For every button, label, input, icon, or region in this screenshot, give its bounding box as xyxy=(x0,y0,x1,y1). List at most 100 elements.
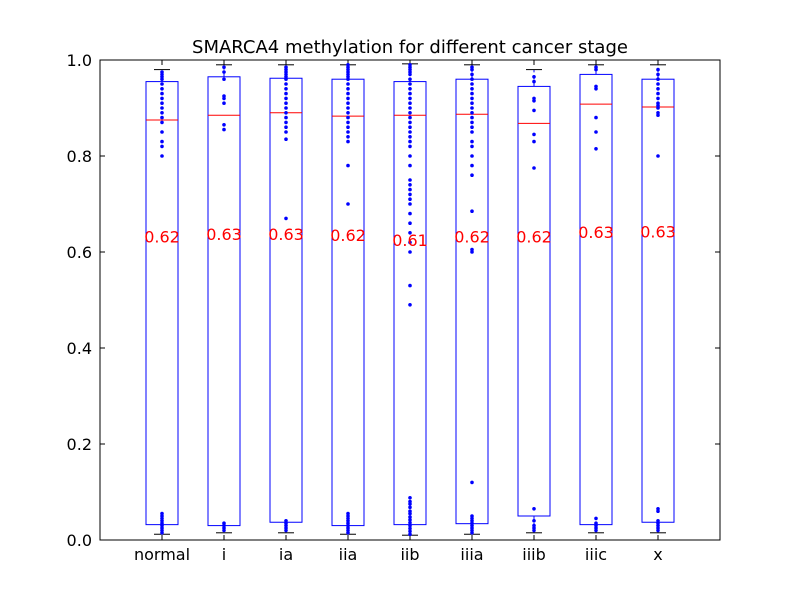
data-point xyxy=(470,154,474,158)
data-point xyxy=(284,137,288,141)
x-tick-label: normal xyxy=(134,545,190,564)
data-point xyxy=(470,173,474,177)
data-point xyxy=(470,130,474,134)
data-point xyxy=(470,125,474,129)
data-point xyxy=(222,77,226,81)
data-point xyxy=(160,70,164,74)
data-point xyxy=(284,115,288,120)
data-point xyxy=(470,480,474,485)
box-iiib xyxy=(517,85,551,517)
data-point xyxy=(656,67,660,72)
data-point xyxy=(408,82,412,86)
data-point xyxy=(656,91,660,96)
mean-annotation: 0.62 xyxy=(330,226,366,245)
data-point xyxy=(408,125,412,129)
data-point xyxy=(408,120,412,125)
data-point xyxy=(284,111,288,115)
data-point xyxy=(408,135,412,139)
data-point xyxy=(346,135,350,139)
data-point xyxy=(284,130,288,134)
data-point xyxy=(346,87,350,91)
data-point xyxy=(656,507,660,511)
data-point xyxy=(222,123,226,127)
data-point xyxy=(160,111,164,115)
data-point xyxy=(532,75,536,79)
data-point xyxy=(160,139,164,144)
mean-annotation: 0.63 xyxy=(578,223,614,242)
x-tick-label: ia xyxy=(279,545,293,564)
data-point xyxy=(408,115,412,120)
data-point xyxy=(222,101,226,105)
data-point xyxy=(160,96,164,101)
axes-frame xyxy=(99,59,721,541)
data-point xyxy=(284,82,288,86)
data-point xyxy=(160,130,164,134)
data-point xyxy=(594,130,598,134)
data-point xyxy=(470,144,474,149)
data-point xyxy=(346,511,350,516)
data-point xyxy=(408,303,412,307)
data-point xyxy=(408,495,412,500)
data-point xyxy=(346,139,350,144)
data-point xyxy=(284,96,288,101)
data-point xyxy=(470,209,474,213)
chart-title: SMARCA4 methylation for different cancer… xyxy=(192,37,628,58)
data-point xyxy=(408,250,412,254)
data-point xyxy=(470,82,474,86)
data-point xyxy=(408,144,412,149)
data-point xyxy=(470,96,474,101)
data-point xyxy=(594,147,598,151)
data-point xyxy=(346,91,350,96)
data-point xyxy=(408,518,412,522)
data-point xyxy=(408,178,412,182)
data-point xyxy=(408,87,412,91)
data-point xyxy=(346,125,350,129)
data-point xyxy=(470,101,474,105)
data-point xyxy=(408,211,412,216)
data-point xyxy=(160,120,164,125)
data-point xyxy=(408,520,412,525)
data-point xyxy=(470,120,474,125)
data-point xyxy=(594,516,598,521)
mean-annotation: 0.62 xyxy=(144,228,180,247)
data-point xyxy=(470,77,474,81)
data-point xyxy=(284,120,288,125)
data-point xyxy=(346,115,350,120)
plot-area: 0.0 0.2 0.4 0.6 0.8 1.0 normal 0.62 i 0.63 ia 0.63 i… xyxy=(67,51,720,564)
data-point xyxy=(284,216,288,221)
data-point xyxy=(408,130,412,134)
x-tick-label: iiib xyxy=(522,545,546,564)
y-tick-label: 0.6 xyxy=(67,243,92,262)
data-point xyxy=(222,70,226,74)
data-point xyxy=(408,221,412,225)
x-tick-label: i xyxy=(222,545,226,564)
data-point xyxy=(532,132,536,137)
mean-annotation: 0.63 xyxy=(268,225,304,244)
y-tick-label: 0.0 xyxy=(67,531,92,550)
data-point xyxy=(408,529,412,534)
data-point xyxy=(470,139,474,144)
data-point xyxy=(222,65,226,69)
data-point xyxy=(656,96,660,101)
data-point xyxy=(532,507,536,511)
data-point xyxy=(594,115,598,120)
data-point xyxy=(284,101,288,105)
x-tick-label: iiia xyxy=(460,545,483,564)
data-point xyxy=(408,77,412,81)
data-point xyxy=(532,139,536,144)
data-point xyxy=(656,154,660,158)
data-point xyxy=(408,240,412,245)
data-point xyxy=(408,202,412,206)
y-tick-label: 0.4 xyxy=(67,339,92,358)
data-point xyxy=(470,514,474,518)
data-point xyxy=(656,82,660,86)
data-point xyxy=(656,519,660,523)
data-point xyxy=(346,101,350,105)
mean-annotation: 0.62 xyxy=(454,228,490,247)
data-point xyxy=(594,521,598,525)
data-point xyxy=(656,101,660,105)
data-point xyxy=(408,101,412,105)
data-point xyxy=(346,111,350,115)
